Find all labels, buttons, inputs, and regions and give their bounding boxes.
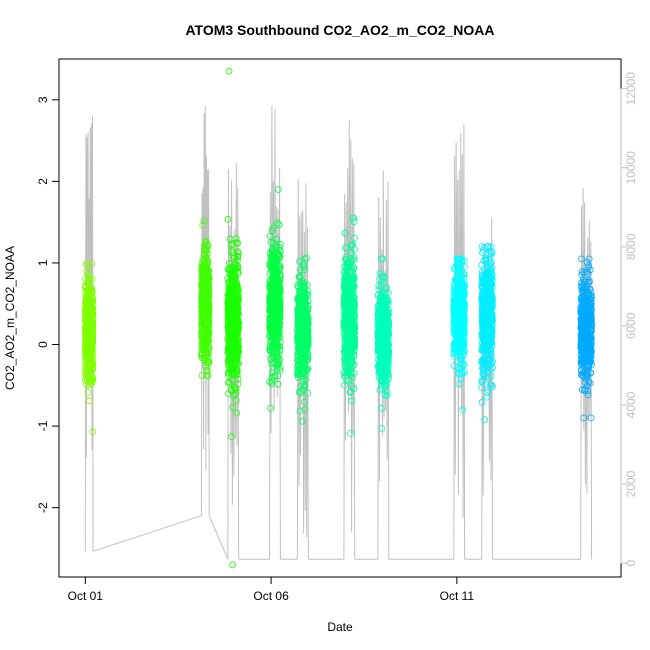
data-point	[84, 332, 91, 340]
altitude-connector	[92, 515, 202, 552]
data-point	[83, 381, 90, 389]
data-point	[88, 379, 96, 386]
data-point	[89, 318, 97, 326]
scatter-points	[81, 67, 595, 569]
series-points	[81, 260, 97, 436]
data-point	[88, 346, 95, 354]
data-point	[82, 363, 89, 371]
data-point	[88, 352, 96, 360]
data-point	[83, 321, 90, 329]
data-point	[83, 267, 91, 275]
data-point	[82, 260, 90, 268]
data-point	[87, 356, 95, 364]
data-point	[88, 329, 96, 336]
data-point	[87, 349, 95, 357]
data-point	[84, 388, 92, 396]
data-point	[84, 303, 91, 311]
data-point	[82, 370, 89, 378]
altitude-connector	[208, 515, 229, 560]
data-point	[89, 360, 97, 368]
data-point	[83, 342, 90, 350]
data-point	[82, 302, 90, 310]
data-point	[88, 287, 96, 295]
data-point	[89, 313, 97, 321]
data-point	[89, 309, 96, 317]
altitude-trace	[453, 124, 466, 560]
data-point	[87, 380, 94, 388]
data-point	[84, 270, 92, 278]
data-point	[84, 277, 92, 285]
data-point	[89, 304, 96, 312]
data-point	[87, 377, 94, 385]
data-point	[85, 287, 93, 295]
data-point	[87, 302, 95, 310]
